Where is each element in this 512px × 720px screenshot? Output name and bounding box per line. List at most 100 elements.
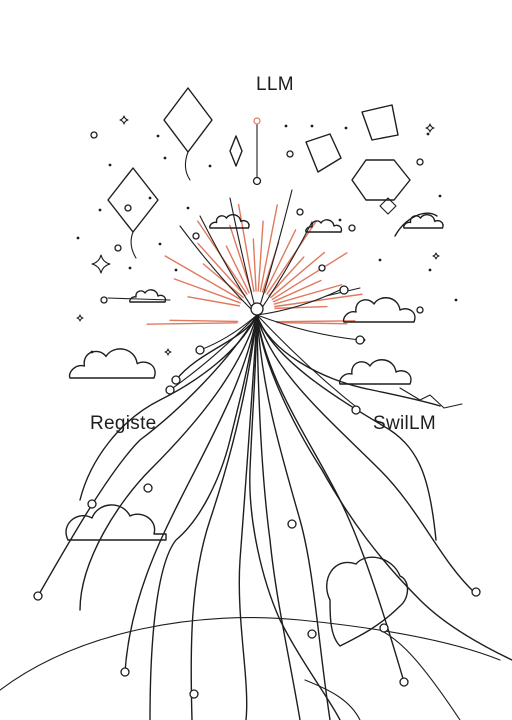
ray-line bbox=[270, 251, 326, 299]
scatter-dot bbox=[348, 224, 356, 232]
sparkle-icon bbox=[432, 252, 440, 260]
scatter-dot bbox=[428, 268, 432, 272]
cloud-icon bbox=[403, 213, 444, 229]
flow-line bbox=[238, 314, 258, 720]
scatter-dot bbox=[128, 266, 132, 270]
scatter-dot bbox=[90, 131, 98, 139]
zigzag-line bbox=[399, 387, 463, 409]
cloud-icon bbox=[305, 219, 343, 233]
wind-line bbox=[107, 297, 171, 301]
end-node bbox=[379, 623, 389, 633]
scatter-dot bbox=[426, 132, 430, 136]
hexagon-shape bbox=[351, 159, 411, 215]
ray-line bbox=[274, 293, 363, 308]
scatter-dot bbox=[416, 306, 424, 314]
scatter-dot bbox=[108, 163, 112, 167]
sparkle-icon bbox=[76, 314, 84, 322]
label-swillm: SwilLM bbox=[373, 413, 437, 434]
scatter-dot bbox=[90, 350, 94, 354]
ray-line bbox=[202, 263, 244, 299]
scatter-dot bbox=[344, 126, 348, 130]
ray-line bbox=[237, 203, 255, 292]
scatter-dot bbox=[174, 268, 178, 272]
ray-line bbox=[275, 320, 356, 323]
scatter-dot bbox=[124, 204, 132, 212]
scatter-dot bbox=[156, 134, 160, 138]
fan-line bbox=[199, 314, 258, 351]
scatter-dot bbox=[378, 258, 382, 262]
square-shape-1 bbox=[361, 104, 399, 141]
flow-line bbox=[149, 314, 258, 720]
cloud-icon bbox=[209, 213, 250, 229]
flow-line bbox=[256, 314, 441, 407]
flow-line bbox=[256, 314, 512, 661]
fan-line bbox=[199, 215, 258, 316]
label-registe: Registe bbox=[90, 413, 157, 434]
hub-node bbox=[250, 302, 264, 316]
fan-line bbox=[256, 314, 361, 411]
scatter-dot bbox=[286, 150, 294, 158]
scatter-dot bbox=[338, 218, 342, 222]
scatter-dot bbox=[454, 298, 458, 302]
scatter-dot bbox=[114, 244, 122, 252]
scatter-dot bbox=[192, 232, 200, 240]
scatter-dots bbox=[76, 124, 458, 354]
flow-line bbox=[79, 314, 258, 501]
cloud-icon bbox=[338, 359, 412, 385]
scatter-dot bbox=[310, 124, 314, 128]
ray-line bbox=[274, 305, 328, 310]
end-node bbox=[195, 345, 205, 355]
ray-line bbox=[272, 279, 322, 303]
end-node bbox=[307, 629, 317, 639]
cloud-wisp bbox=[394, 212, 438, 237]
scatter-dot bbox=[296, 208, 304, 216]
fan-line bbox=[256, 189, 293, 316]
label-llm: LLM bbox=[256, 74, 294, 95]
end-node bbox=[120, 667, 130, 677]
scatter-dot bbox=[163, 156, 167, 160]
sparkle-icon bbox=[164, 348, 172, 356]
kite-mid-left bbox=[107, 167, 159, 259]
flow-lines bbox=[0, 314, 512, 720]
ray-line bbox=[257, 220, 264, 292]
sparkle-icon bbox=[425, 123, 435, 133]
ray-line bbox=[164, 255, 243, 301]
flow-line bbox=[256, 314, 437, 541]
sparkle-icons bbox=[76, 115, 440, 356]
cloud-icon bbox=[326, 556, 409, 647]
flow-line bbox=[379, 629, 461, 720]
end-node bbox=[471, 587, 481, 597]
cloud-icon bbox=[129, 289, 167, 303]
fan-line bbox=[256, 289, 341, 316]
ray-line bbox=[197, 242, 246, 297]
end-node bbox=[171, 375, 181, 385]
end-nodes bbox=[33, 285, 481, 699]
cloud-icon bbox=[68, 348, 156, 379]
scatter-dot bbox=[98, 208, 102, 212]
ray-line bbox=[264, 229, 297, 294]
ray-line bbox=[173, 278, 241, 304]
scatter-dot bbox=[438, 194, 442, 198]
ray-line bbox=[146, 322, 238, 325]
flow-line bbox=[249, 314, 341, 720]
end-node bbox=[165, 385, 175, 395]
scatter-dot bbox=[416, 158, 424, 166]
scatter-dot bbox=[158, 242, 162, 246]
scatter-dot bbox=[284, 124, 288, 128]
scatter-dot bbox=[318, 264, 326, 272]
sparkle-icon bbox=[119, 115, 129, 125]
flow-line bbox=[304, 679, 361, 720]
ray-line bbox=[266, 220, 317, 295]
scatter-dot bbox=[148, 196, 152, 200]
end-node bbox=[287, 519, 297, 529]
fan-line bbox=[256, 314, 361, 341]
end-node bbox=[143, 483, 153, 493]
ray-line bbox=[271, 252, 348, 301]
end-node bbox=[399, 677, 409, 687]
cloud-icon bbox=[342, 297, 416, 323]
scatter-dot bbox=[208, 164, 212, 168]
kite-top-left bbox=[163, 87, 213, 181]
ray-line bbox=[268, 256, 305, 297]
ray-line bbox=[273, 284, 343, 305]
